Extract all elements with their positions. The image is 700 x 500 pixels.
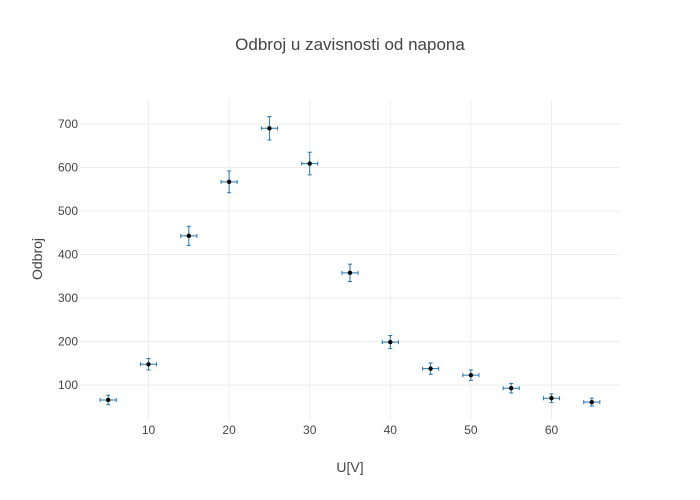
point-marker: [468, 372, 474, 378]
point-marker: [267, 126, 272, 131]
x-tick-label: 60: [545, 423, 559, 437]
x-tick-label: 50: [464, 423, 478, 437]
y-tick-label: 100: [58, 378, 78, 392]
point-marker: [589, 399, 594, 405]
x-axis-title: U[V]: [336, 459, 363, 475]
data-point: [422, 362, 440, 375]
point-marker: [186, 233, 192, 239]
x-tick-label: 30: [303, 423, 317, 437]
point-marker: [508, 386, 514, 391]
point-marker: [146, 362, 151, 367]
data-point: [462, 369, 480, 381]
x-tick-label: 40: [384, 423, 398, 437]
x-tick-label: 10: [142, 423, 156, 437]
point-marker: [549, 396, 554, 401]
data-point: [301, 151, 319, 176]
y-tick-label: 500: [58, 204, 78, 218]
data-point: [381, 335, 399, 350]
point-marker: [347, 270, 353, 276]
data-point: [99, 394, 117, 406]
chart-title: Odbroj u zavisnosti od napona: [235, 35, 465, 54]
point-marker: [307, 161, 312, 166]
data-point: [542, 393, 561, 404]
y-axis-title: Odbroj: [29, 238, 45, 280]
y-tick-label: 400: [58, 248, 78, 262]
point-marker: [388, 339, 393, 345]
data-point: [341, 263, 359, 283]
y-tick-label: 300: [58, 291, 78, 305]
y-tick-label: 200: [58, 335, 78, 349]
data-point: [220, 170, 238, 194]
y-tick-label: 600: [58, 160, 78, 174]
point-marker: [106, 397, 111, 403]
tick-labels: 10 20 30 40 50 60 100 200 300 400 500 600 700: [58, 117, 559, 437]
grid: [80, 100, 620, 420]
point-marker: [428, 366, 433, 371]
data-point: [139, 358, 158, 371]
data-points: [99, 116, 601, 407]
y-tick-label: 700: [58, 117, 78, 131]
data-point: [583, 397, 601, 407]
x-tick-label: 20: [222, 423, 236, 437]
data-point: [502, 382, 520, 394]
point-marker: [226, 179, 232, 185]
data-point: [180, 225, 198, 246]
data-point: [260, 116, 278, 141]
